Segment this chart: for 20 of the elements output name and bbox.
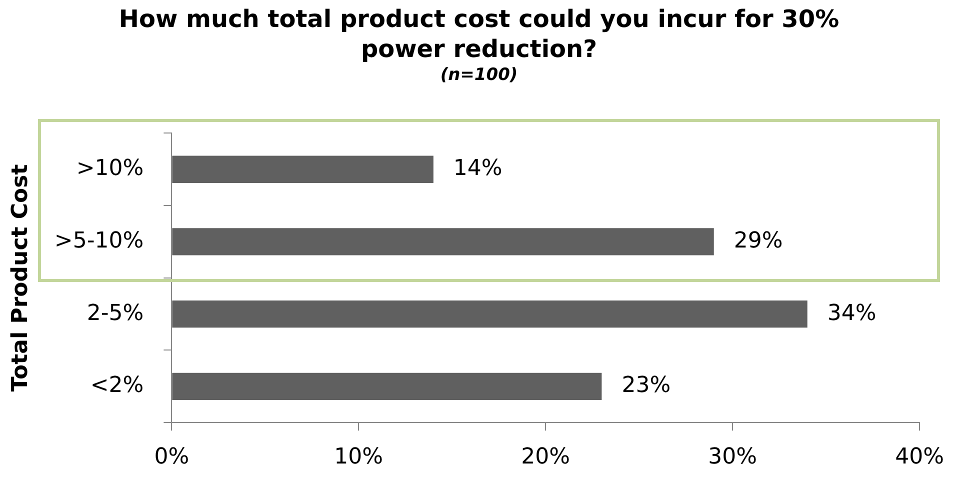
x-tick-label: 0% [154, 444, 190, 470]
x-tick-label: 30% [708, 444, 758, 470]
x-tick-label: 10% [334, 444, 384, 470]
data-label: 34% [827, 300, 876, 326]
y-tick-label: >5-10% [54, 228, 144, 254]
bar [172, 372, 602, 400]
bar [172, 228, 714, 256]
bar [172, 156, 434, 183]
x-tick-label: 40% [895, 444, 944, 470]
x-tick-label: 20% [521, 444, 570, 470]
chart-subtitle: (n=100) [439, 64, 519, 86]
y-tick-label: <2% [90, 373, 144, 398]
bar [172, 300, 808, 328]
data-label: 29% [734, 228, 783, 254]
chart-title: How much total product cost could you incur for 30% power reduction? [118, 4, 840, 64]
y-tick-label: 2-5% [86, 300, 144, 326]
data-label: 23% [622, 373, 671, 398]
y-axis-title: Total Product Cost [8, 164, 33, 392]
data-label: 14% [453, 156, 502, 182]
y-tick-label: >10% [76, 156, 144, 182]
